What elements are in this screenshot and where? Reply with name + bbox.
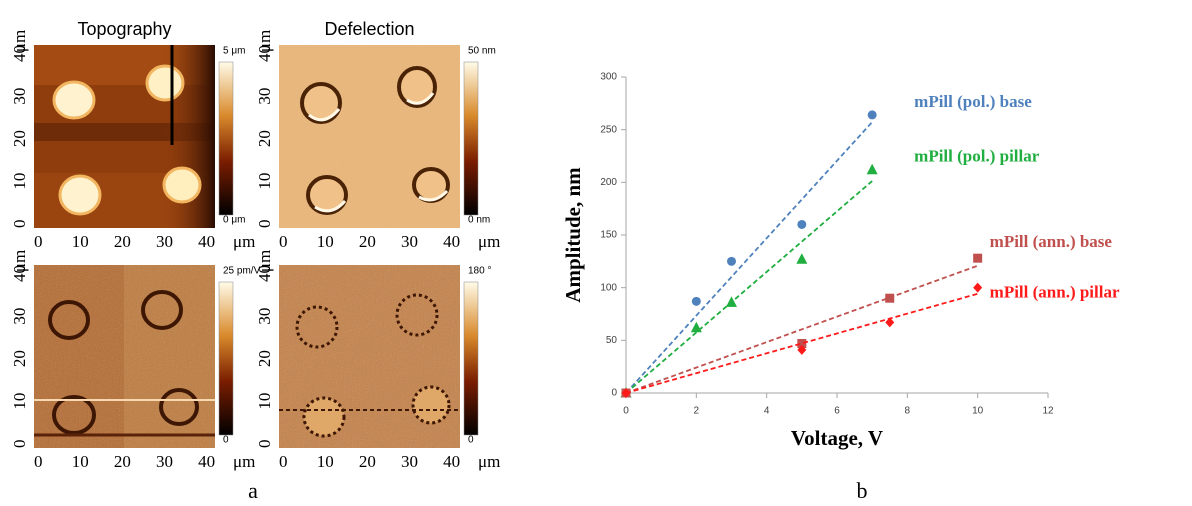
x-tick-label: 2 xyxy=(694,406,700,417)
x-tick-label: 0 xyxy=(34,452,43,471)
y-tick-label: 30 xyxy=(10,88,29,105)
y-tick-label: 0 xyxy=(255,439,274,448)
panel-label: a xyxy=(248,478,258,503)
y-unit: μm xyxy=(10,30,29,52)
trend-line xyxy=(626,122,872,393)
y-tick-label: 20 xyxy=(255,130,274,147)
y-tick-label: 0 xyxy=(10,219,29,228)
x-tick-label: 20 xyxy=(359,452,376,471)
y-tick-label: 10 xyxy=(255,173,274,190)
y-tick-label: 30 xyxy=(10,308,29,325)
series-label: mPill (pol.) pillar xyxy=(914,147,1040,166)
x-tick-label: 10 xyxy=(317,232,334,251)
colorbar-max: 180 ° xyxy=(468,266,491,277)
x-tick-label: 30 xyxy=(401,232,418,251)
y-tick-label: 150 xyxy=(600,230,617,241)
x-tick-label: 20 xyxy=(114,452,131,471)
colorbar-min: 0 xyxy=(223,435,229,446)
x-tick-label: 30 xyxy=(401,452,418,471)
afm-image xyxy=(34,45,215,228)
x-tick-label: 10 xyxy=(72,232,89,251)
afm-image xyxy=(279,265,460,448)
afm-image xyxy=(34,265,215,448)
colorbar xyxy=(219,282,233,435)
y-tick-label: 100 xyxy=(600,282,617,293)
y-tick-label: 30 xyxy=(255,88,274,105)
x-unit: μm xyxy=(478,232,500,251)
x-tick-label: 40 xyxy=(443,452,460,471)
x-tick-label: 40 xyxy=(198,452,215,471)
marker xyxy=(867,164,878,175)
trend-line xyxy=(626,266,978,393)
x-tick-label: 20 xyxy=(359,232,376,251)
x-unit: μm xyxy=(233,452,255,471)
colorbar xyxy=(219,62,233,215)
y-tick-label: 20 xyxy=(10,130,29,147)
x-tick-label: 0 xyxy=(34,232,43,251)
series-label: mPill (ann.) base xyxy=(990,232,1113,251)
colorbar-max: 50 nm xyxy=(468,46,496,57)
image-title: Defelection xyxy=(324,19,414,39)
x-tick-label: 12 xyxy=(1042,406,1054,417)
y-unit: μm xyxy=(255,250,274,272)
x-tick-label: 0 xyxy=(279,232,288,251)
x-tick-label: 4 xyxy=(764,406,770,417)
y-axis-title: Amplitude, nm xyxy=(561,167,585,303)
y-tick-label: 10 xyxy=(10,393,29,410)
marker xyxy=(868,110,877,119)
y-tick-label: 300 xyxy=(600,72,617,83)
x-tick-label: 8 xyxy=(905,406,911,417)
x-tick-label: 0 xyxy=(623,406,629,417)
x-tick-label: 30 xyxy=(156,452,173,471)
panel-label: b xyxy=(857,478,868,503)
y-tick-label: 0 xyxy=(255,219,274,228)
x-tick-label: 10 xyxy=(72,452,89,471)
y-unit: μm xyxy=(10,250,29,272)
y-tick-label: 200 xyxy=(600,177,617,188)
marker xyxy=(885,294,894,303)
figure: a b Topography5 μm0 μm001010202030304040… xyxy=(0,0,1192,506)
x-tick-label: 0 xyxy=(279,452,288,471)
y-tick-label: 20 xyxy=(255,350,274,367)
x-unit: μm xyxy=(233,232,255,251)
colorbar xyxy=(464,282,478,435)
colorbar xyxy=(464,62,478,215)
y-tick-label: 20 xyxy=(10,350,29,367)
colorbar-min: 0 μm xyxy=(223,215,245,226)
y-tick-label: 10 xyxy=(10,173,29,190)
colorbar-max: 5 μm xyxy=(223,46,245,57)
x-axis-title: Voltage, V xyxy=(791,426,883,450)
colorbar-min: 0 xyxy=(468,435,474,446)
y-tick-label: 0 xyxy=(611,388,617,399)
y-tick-label: 50 xyxy=(606,335,618,346)
x-tick-label: 40 xyxy=(443,232,460,251)
marker xyxy=(973,254,982,263)
x-tick-label: 20 xyxy=(114,232,131,251)
series-label: mPill (ann.) pillar xyxy=(990,283,1120,302)
y-tick-label: 0 xyxy=(10,439,29,448)
y-unit: μm xyxy=(255,30,274,52)
marker xyxy=(796,253,807,263)
marker xyxy=(691,322,702,333)
marker xyxy=(692,297,701,306)
x-tick-label: 10 xyxy=(317,452,334,471)
marker xyxy=(973,283,982,293)
trend-line xyxy=(626,181,872,393)
image-title: Topography xyxy=(77,19,171,39)
y-tick-label: 250 xyxy=(600,124,617,135)
afm-image xyxy=(279,45,460,228)
y-tick-label: 10 xyxy=(255,393,274,410)
x-tick-label: 6 xyxy=(834,406,840,417)
colorbar-min: 0 nm xyxy=(468,215,490,226)
x-tick-label: 30 xyxy=(156,232,173,251)
x-unit: μm xyxy=(478,452,500,471)
series-label: mPill (pol.) base xyxy=(914,92,1032,111)
marker xyxy=(727,257,736,266)
x-tick-label: 10 xyxy=(972,406,984,417)
marker xyxy=(797,220,806,229)
y-tick-label: 30 xyxy=(255,308,274,325)
x-tick-label: 40 xyxy=(198,232,215,251)
marker xyxy=(885,317,894,327)
